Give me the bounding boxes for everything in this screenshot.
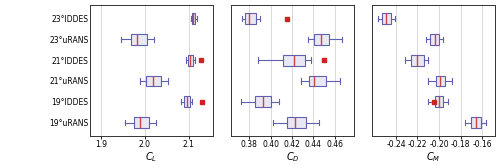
PathPatch shape [245,13,256,24]
PathPatch shape [131,34,147,45]
PathPatch shape [134,117,149,128]
X-axis label: $C_M$: $C_M$ [426,151,441,165]
PathPatch shape [472,117,481,128]
PathPatch shape [184,96,190,107]
PathPatch shape [286,117,306,128]
X-axis label: $C_D$: $C_D$ [286,151,300,165]
PathPatch shape [192,13,195,24]
PathPatch shape [430,34,439,45]
PathPatch shape [254,96,270,107]
PathPatch shape [434,96,444,107]
PathPatch shape [382,13,390,24]
PathPatch shape [146,76,162,86]
PathPatch shape [284,55,305,66]
X-axis label: $C_L$: $C_L$ [146,151,158,165]
PathPatch shape [309,76,326,86]
PathPatch shape [411,55,424,66]
PathPatch shape [188,55,193,66]
PathPatch shape [436,76,446,86]
PathPatch shape [314,34,330,45]
